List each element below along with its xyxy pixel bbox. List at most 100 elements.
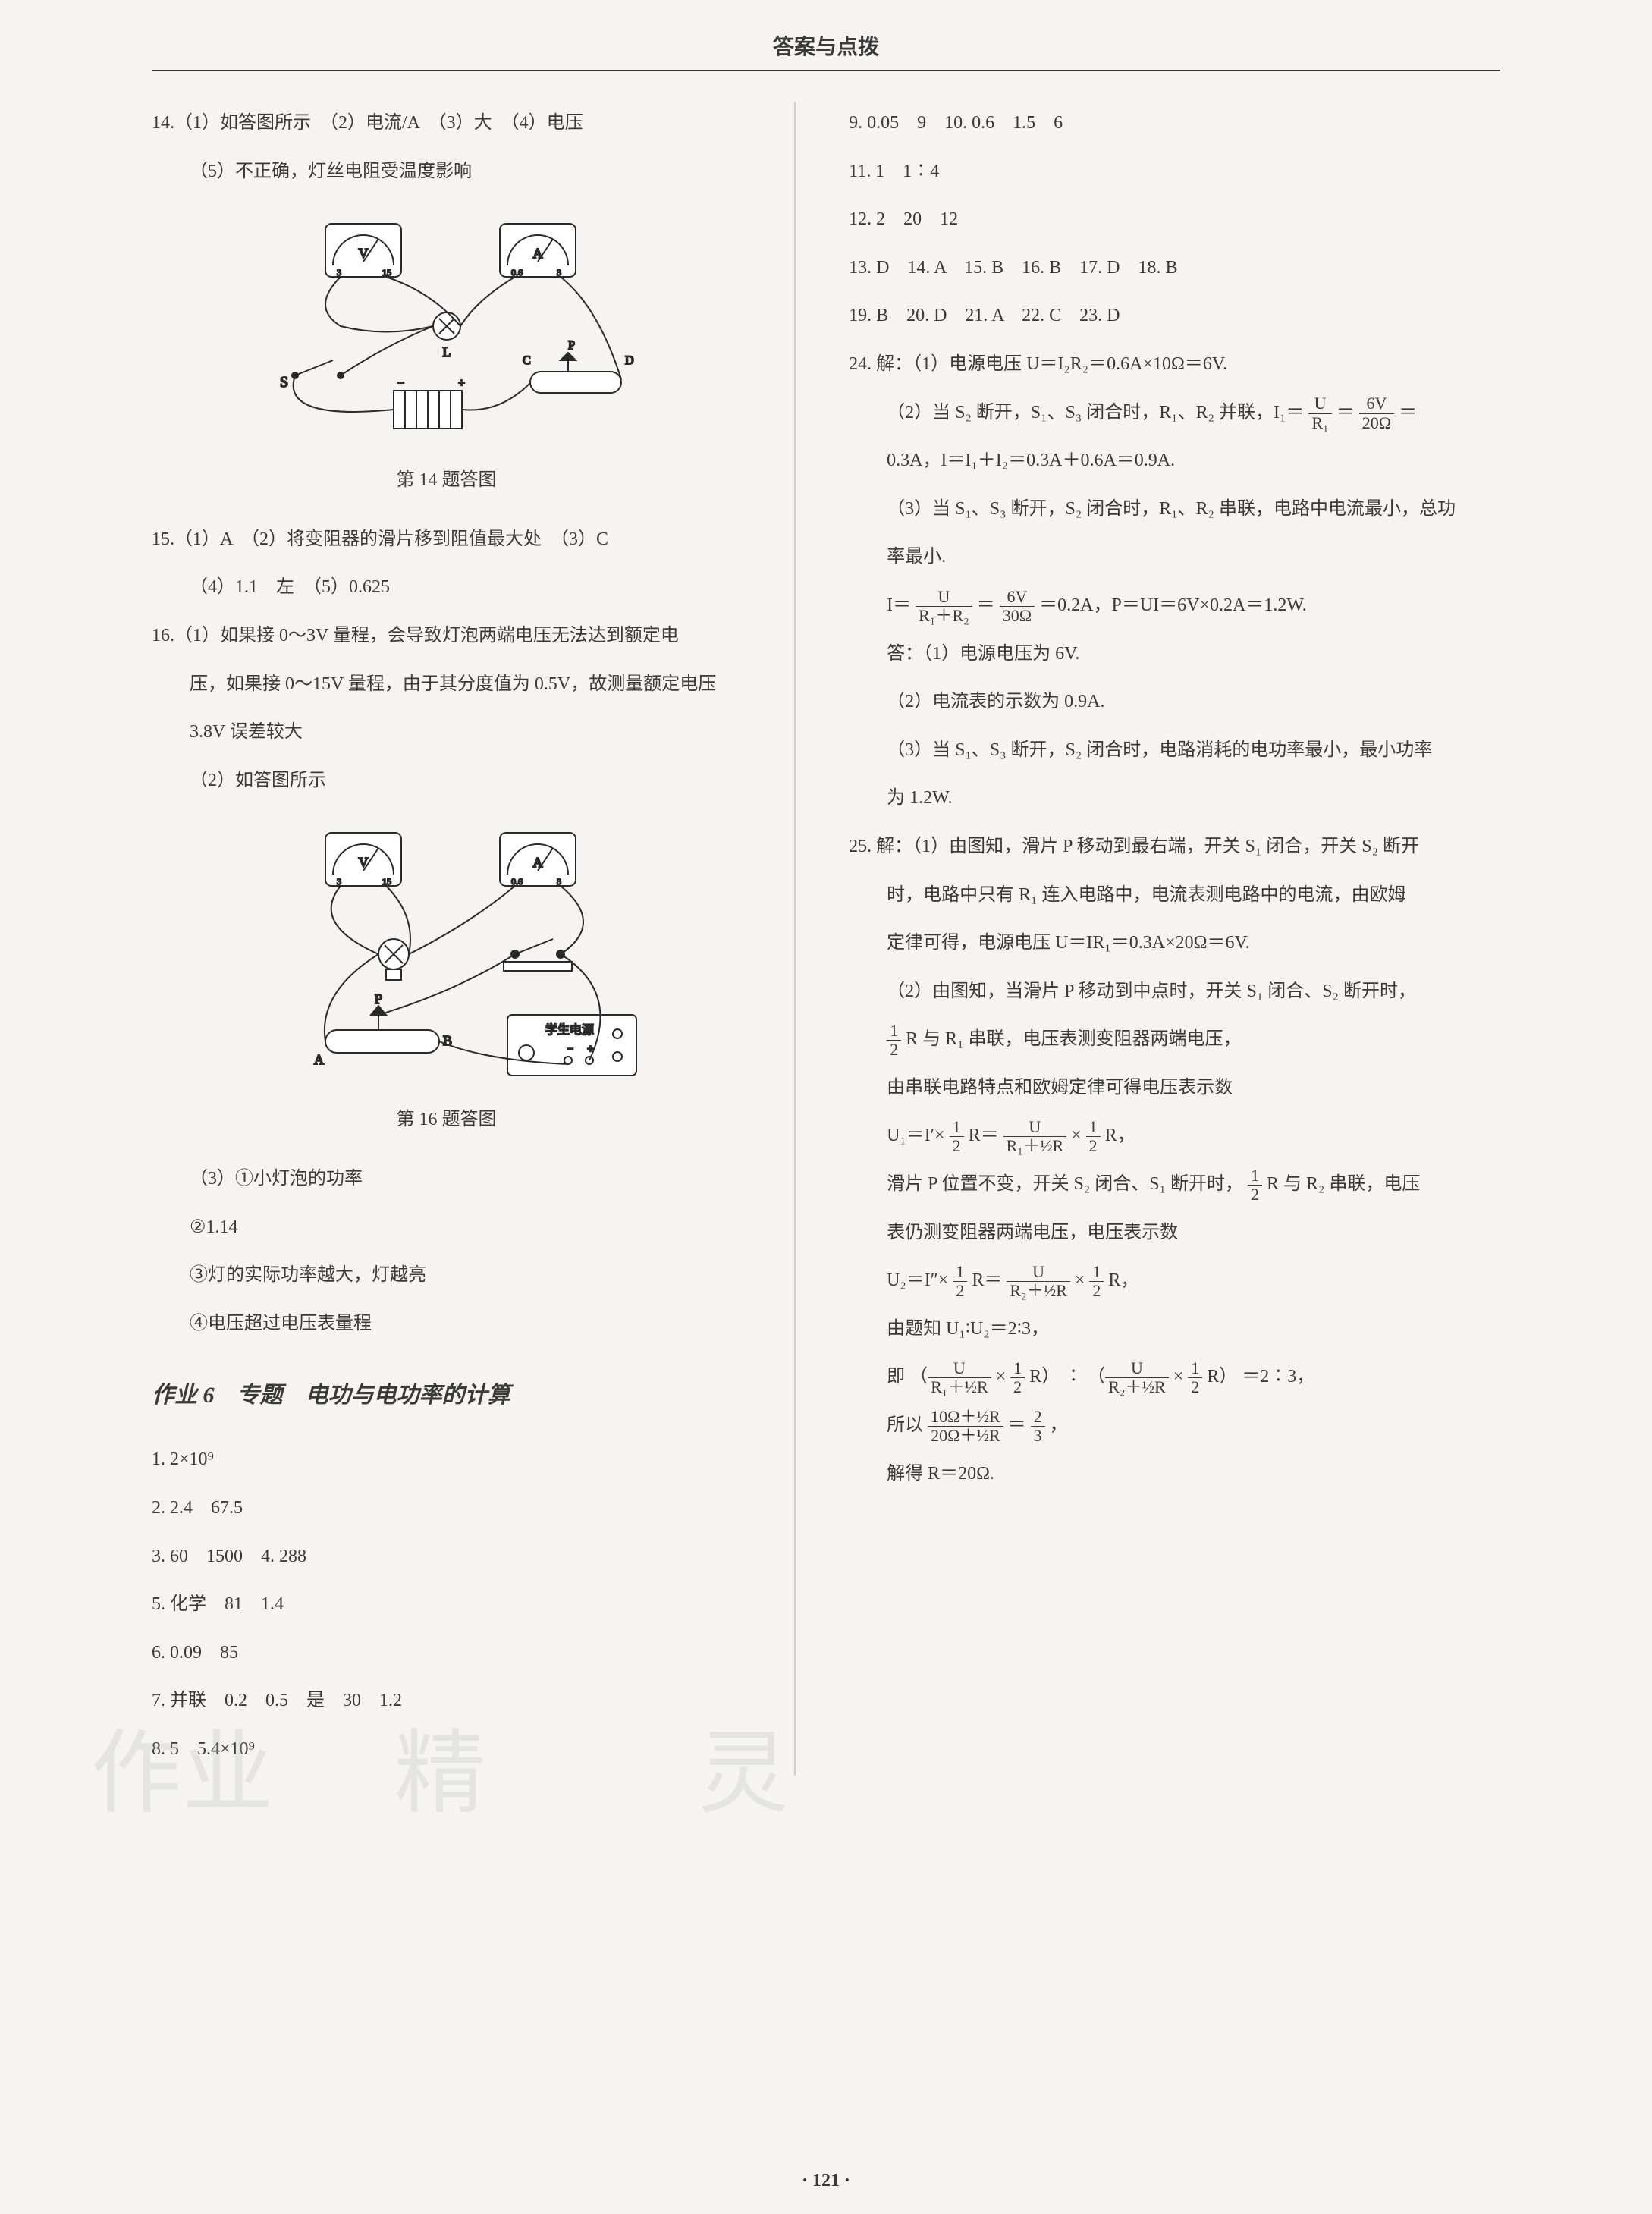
svg-text:15: 15 [382, 267, 391, 278]
page-number: · 121 · [802, 2171, 850, 2191]
q24-p3c-post: ＝0.2A，P＝UI＝6V×0.2A＝1.2W. [1039, 595, 1307, 615]
q24-eq3: ＝ [977, 595, 995, 615]
content-columns: 14.（1）如答图所示 （2）电流/A （3）大 （4）电压 （5）不正确，灯丝… [152, 102, 1500, 1776]
q24-frac3: UR₁＋R₂ [916, 588, 972, 625]
q24-frac1: UR₁ [1308, 394, 1331, 432]
q25-p2b: 12 R 与 R₁ 串联，电压表测变阻器两端电压， [849, 1018, 1500, 1062]
q25-u1-mid: R＝ [969, 1126, 999, 1145]
svg-text:L: L [442, 344, 451, 360]
hw6-l1: 1. 2×10⁹ [152, 1438, 741, 1482]
q25-ratio: 即 （UR₁＋½R × 12 R） ∶ （UR₂＋½R × 12 R） ＝2∶3… [849, 1355, 1500, 1399]
q24-ans3: （3）当 S₁、S₃ 断开，S₂ 闭合时，电路消耗的电功率最小，最小功率 [849, 729, 1500, 773]
hw6-l3: 3. 60 1500 4. 288 [152, 1535, 741, 1579]
q25-p1b: 时，电路中只有 R₁ 连入电路中，电流表测电路中的电流，由欧姆 [849, 874, 1500, 918]
q16-circuit-svg: V 3 15 A 0.6 3 [227, 818, 667, 1091]
hw6-l8: 8. 5 5.4×10⁹ [152, 1728, 741, 1772]
svg-text:A: A [314, 1052, 324, 1067]
q25-p3a-mid: R 与 R₂ 串联，电压 [1267, 1174, 1420, 1194]
q24-p2b: 0.3A，I＝I₁＋I₂＝0.3A＋0.6A＝0.9A. [849, 439, 1500, 483]
q24-p3c: I＝ UR₁＋R₂ ＝ 6V30Ω ＝0.2A，P＝UI＝6V×0.2A＝1.2… [849, 584, 1500, 628]
r-l12: 12. 2 20 12 [849, 198, 1500, 242]
svg-text:S: S [280, 374, 288, 391]
hw6-l7: 7. 并联 0.2 0.5 是 30 1.2 [152, 1679, 741, 1723]
q24-p1: 24. 解：（1）电源电压 U＝I₂R₂＝0.6A×10Ω＝6V. [849, 343, 1500, 387]
q25-ratio-eq: ＝2∶3， [1242, 1367, 1314, 1386]
q25-ratio-mid2: × [1173, 1367, 1184, 1386]
q16-figure: V 3 15 A 0.6 3 [152, 818, 741, 1142]
q14-figure: V 3 15 A 0.6 3 L [152, 209, 741, 503]
r-l19: 19. B 20. D 21. A 22. C 23. D [849, 294, 1500, 338]
q16-line3: 3.8V 误差较大 [152, 711, 741, 755]
q16-line2: 压，如果接 0～15V 量程，由于其分度值为 0.5V，故测量额定电压 [152, 663, 741, 707]
q16-p3-1: （3）①小灯泡的功率 [152, 1157, 741, 1201]
q25-ratio-pre: 即 [887, 1367, 905, 1386]
q24-frac2: 6V20Ω [1359, 394, 1394, 432]
q16-line1: 16.（1）如果接 0～3V 量程，会导致灯泡两端电压无法达到额定电 [152, 614, 741, 658]
q25-u1-end: R， [1105, 1126, 1135, 1145]
column-divider [794, 102, 796, 1776]
q24-p3a: （3）当 S₁、S₃ 断开，S₂ 闭合时，R₁、R₂ 串联，电路中电流最小，总功 [849, 488, 1500, 532]
q25-half4: 12 [1248, 1167, 1262, 1204]
q25-so: 所以 10Ω＋½R20Ω＋½R ＝ 23 ， [849, 1404, 1500, 1448]
q16-p3-2: ②1.14 [152, 1206, 741, 1250]
svg-text:−: − [397, 377, 404, 390]
q25-p4: 由题知 U₁∶U₂＝2∶3， [849, 1308, 1500, 1352]
q24-p2: （2）当 S₂ 断开，S₁、S₃ 闭合时，R₁、R₂ 并联，I₁＝ UR₁ ＝ … [849, 391, 1500, 435]
svg-text:3: 3 [557, 876, 561, 887]
q25-half2: 12 [950, 1118, 964, 1155]
hw6-l5: 5. 化学 81 1.4 [152, 1583, 741, 1627]
r-l13: 13. D 14. A 15. B 16. B 17. D 18. B [849, 247, 1500, 290]
svg-text:0.6: 0.6 [511, 876, 523, 887]
q25-half5: 12 [953, 1263, 967, 1300]
q25-so-end: ， [1050, 1415, 1068, 1435]
q24-p3c-pre: I＝ [887, 595, 911, 615]
svg-text:+: + [458, 377, 465, 390]
q25-so-eq: ＝ [1008, 1415, 1026, 1435]
q25-u2-mid: R＝ [972, 1270, 1002, 1290]
q14-line1: 14.（1）如答图所示 （2）电流/A （3）大 （4）电压 [152, 102, 741, 146]
q25-u1: U₁＝I′× 12 R＝ UR₁＋½R × 12 R， [849, 1114, 1500, 1158]
svg-text:A: A [532, 855, 542, 870]
left-column: 14.（1）如答图所示 （2）电流/A （3）大 （4）电压 （5）不正确，灯丝… [152, 102, 741, 1776]
q16-caption: 第 16 题答图 [152, 1098, 741, 1142]
q25-ratio-half1: R [1029, 1367, 1041, 1386]
q24-eq1: ＝ [1336, 403, 1355, 422]
q25-p3b: 表仍测变阻器两端电压，电压表示数 [849, 1211, 1500, 1255]
hw6-l6: 6. 0.09 85 [152, 1631, 741, 1675]
svg-text:3: 3 [557, 267, 561, 278]
q14-circuit-svg: V 3 15 A 0.6 3 L [234, 209, 659, 451]
svg-text:V: V [358, 855, 368, 870]
q25-u2: U₂＝I″× 12 R＝ UR₂＋½R × 12 R， [849, 1259, 1500, 1303]
q25-half3: 12 [1086, 1118, 1101, 1155]
q25-solve: 解得 R＝20Ω. [849, 1452, 1500, 1496]
r-l9: 9. 0.05 9 10. 0.6 1.5 6 [849, 102, 1500, 146]
q25-p1c: 定律可得，电源电压 U＝IR₁＝0.3A×20Ω＝6V. [849, 922, 1500, 966]
q24-ans1: 答：（1）电源电压为 6V. [849, 633, 1500, 677]
q25-p2c: 由串联电路特点和欧姆定律可得电压表示数 [849, 1066, 1500, 1110]
q25-p2a: （2）由图知，当滑片 P 移动到中点时，开关 S₁ 闭合、S₂ 断开时， [849, 970, 1500, 1014]
q16-p3-3: ③灯的实际功率越大，灯越亮 [152, 1254, 741, 1298]
q25-p1a: 25. 解：（1）由图知，滑片 P 移动到最右端，开关 S₁ 闭合，开关 S₂ … [849, 825, 1500, 869]
right-column: 9. 0.05 9 10. 0.6 1.5 6 11. 1 1∶4 12. 2 … [849, 102, 1500, 1776]
q15-line2: （4）1.1 左 （5）0.625 [152, 566, 741, 610]
q24-ans3b: 为 1.2W. [849, 777, 1500, 821]
q25-so-frac1: 10Ω＋½R20Ω＋½R [928, 1408, 1003, 1445]
r-l11: 11. 1 1∶4 [849, 150, 1500, 194]
q25-half8: 12 [1188, 1359, 1202, 1396]
q25-so-pre: 所以 [887, 1415, 923, 1435]
q25-ratio-colon: ∶ [1064, 1367, 1082, 1386]
hw6-l2: 2. 2.4 67.5 [152, 1487, 741, 1531]
hw6-title: 作业 6 专题 电功与电功率的计算 [152, 1368, 741, 1423]
q25-fracU1a: UR₁＋½R [1003, 1118, 1067, 1155]
svg-text:学生电源: 学生电源 [545, 1023, 594, 1037]
q25-u2-post: × [1075, 1270, 1085, 1290]
q25-u1-post: × [1071, 1126, 1082, 1145]
svg-text:0.6: 0.6 [511, 267, 523, 278]
q24-eq2: ＝ [1399, 403, 1417, 422]
q25-u2-end: R， [1108, 1270, 1138, 1290]
q16-line4: （2）如答图所示 [152, 759, 741, 803]
q25-ratio-l: UR₁＋½R [928, 1359, 991, 1396]
q25-half6: 12 [1089, 1263, 1104, 1300]
svg-text:D: D [625, 354, 634, 367]
svg-text:C: C [523, 354, 531, 367]
